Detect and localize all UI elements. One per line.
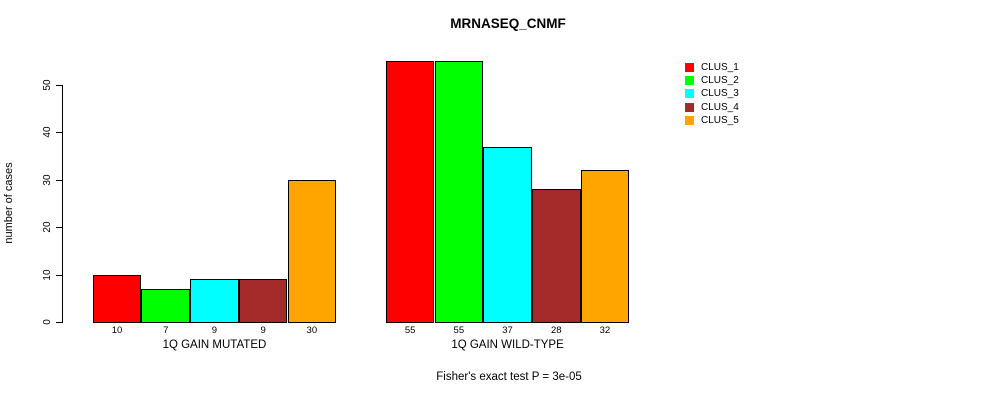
- bar-clus_3: [190, 279, 239, 323]
- y-tick-label: 40: [42, 126, 53, 138]
- bar-clus_2: [434, 61, 484, 323]
- bar-value-label: 9: [211, 325, 218, 336]
- y-tick-mark: [56, 85, 63, 86]
- legend-label: CLUS_1: [701, 62, 739, 74]
- y-axis-label: number of cases: [3, 162, 15, 244]
- bar-clus_2: [141, 288, 191, 323]
- y-axis-line: [62, 85, 63, 323]
- bar-value-label: 28: [550, 325, 562, 336]
- bar-clus_4: [238, 279, 288, 323]
- y-tick-mark: [56, 274, 63, 276]
- y-tick-label: 0: [42, 319, 53, 325]
- legend-item: CLUS_2: [685, 74, 739, 87]
- group-label: 1Q GAIN MUTATED: [162, 339, 267, 351]
- bar-value-label: 9: [260, 325, 266, 336]
- legend-swatch: [685, 76, 694, 86]
- legend-item: CLUS_5: [685, 114, 739, 127]
- y-tick-mark: [56, 132, 63, 134]
- legend-swatch: [685, 63, 694, 73]
- bar-value-label: 32: [599, 325, 611, 336]
- bar-value-label: 37: [502, 325, 513, 336]
- y-tick-mark: [56, 179, 63, 181]
- bar-clus_1: [92, 274, 142, 323]
- y-tick-label: 50: [42, 79, 53, 91]
- legend-label: CLUS_2: [701, 75, 739, 87]
- y-tick-label: 20: [42, 221, 53, 233]
- annotation-text: Fisher's exact test P = 3e-05: [436, 371, 582, 383]
- legend-swatch: [685, 102, 694, 112]
- bar-value-label: 30: [306, 325, 318, 336]
- legend-label: CLUS_4: [701, 101, 739, 113]
- chart-title: MRNASEQ_CNMF: [450, 16, 566, 31]
- legend-item: CLUS_4: [685, 101, 739, 114]
- bar-value-label: 55: [404, 325, 416, 336]
- bar-clus_5: [287, 179, 337, 323]
- legend-swatch: [685, 89, 694, 99]
- group-label: 1Q GAIN WILD-TYPE: [451, 339, 564, 351]
- legend: CLUS_1 CLUS_2 CLUS_3 CLUS_4 CLUS_5: [685, 61, 739, 127]
- legend-label: CLUS_3: [701, 88, 739, 100]
- bar-clus_3: [483, 146, 532, 323]
- bar-value-label: 55: [453, 325, 465, 336]
- y-tick-mark: [56, 322, 63, 323]
- legend-label: CLUS_5: [701, 114, 739, 126]
- bar-value-label: 7: [163, 325, 169, 336]
- legend-item: CLUS_3: [685, 87, 739, 100]
- bar-clus_4: [531, 189, 581, 323]
- y-tick-label: 10: [42, 269, 53, 281]
- bar-value-label: 10: [111, 325, 123, 336]
- legend-item: CLUS_1: [685, 61, 739, 74]
- bar-clus_5: [580, 170, 630, 323]
- bar-clus_1: [385, 61, 435, 323]
- y-tick-label: 30: [42, 174, 53, 186]
- legend-swatch: [685, 115, 694, 125]
- y-tick-mark: [56, 227, 63, 229]
